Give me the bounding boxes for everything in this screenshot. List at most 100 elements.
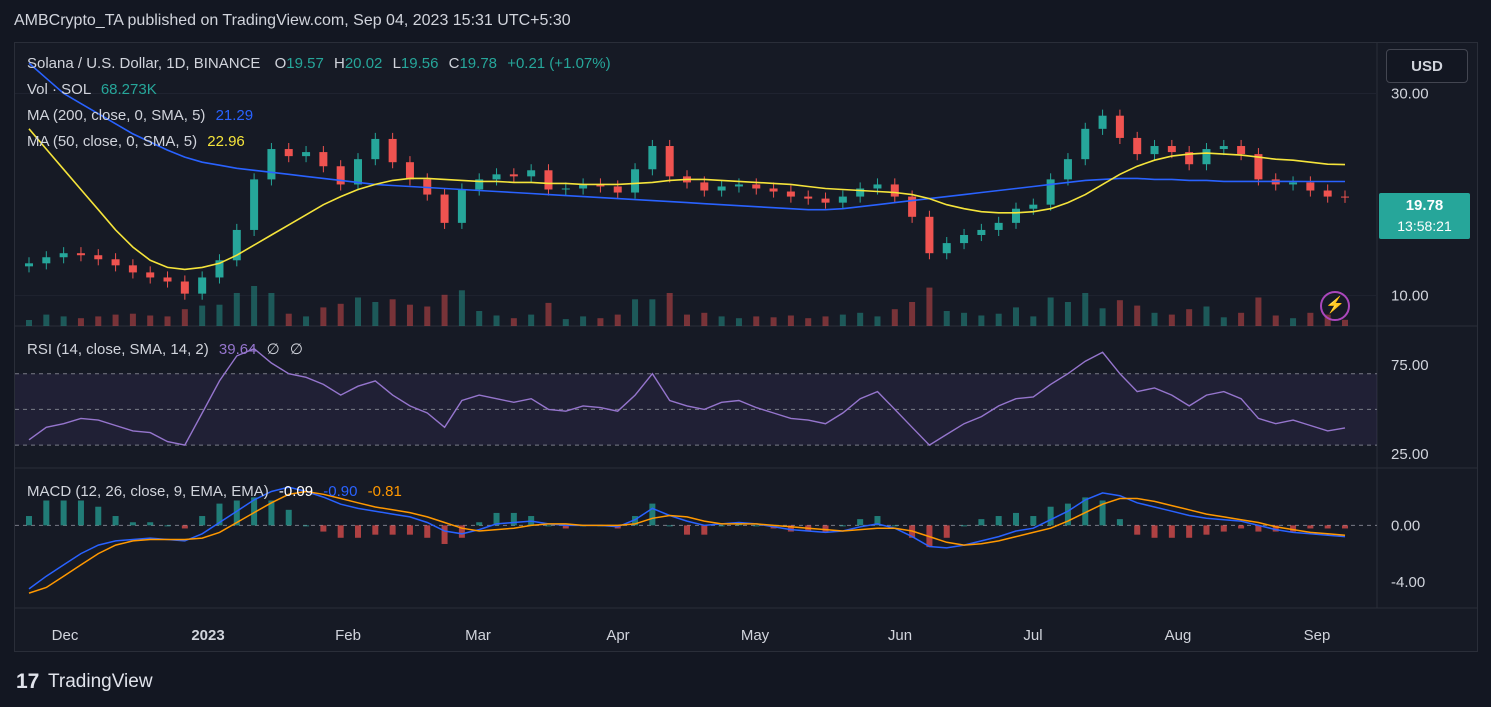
volume-bar bbox=[510, 318, 517, 326]
volume-bar bbox=[181, 309, 188, 326]
volume-bar bbox=[1047, 297, 1054, 326]
macd-histogram-bar bbox=[251, 497, 258, 526]
candle-body bbox=[509, 174, 518, 177]
rsi-extra-1: ∅ bbox=[266, 341, 280, 358]
volume-bar bbox=[701, 312, 708, 326]
candle-body bbox=[492, 174, 501, 180]
volume-bar bbox=[43, 314, 50, 326]
candle-body bbox=[198, 277, 207, 294]
volume-bar bbox=[1220, 317, 1227, 326]
rsi-axis-label: 75.00 bbox=[1391, 357, 1429, 374]
candle-body bbox=[1167, 146, 1176, 153]
chart-frame[interactable]: 30.00 10.00 75.00 25.00 0.00 -4.00 Dec 2023 Feb M… bbox=[14, 42, 1478, 652]
macd-label: MACD (12, 26, close, 9, EMA, EMA) bbox=[27, 483, 269, 500]
candle-body bbox=[1323, 190, 1332, 197]
time-axis-label: Mar bbox=[465, 627, 491, 644]
macd-histogram-bar bbox=[303, 525, 310, 527]
volume-bar bbox=[805, 318, 812, 326]
candle-body bbox=[717, 186, 726, 191]
volume-bar bbox=[1290, 318, 1297, 326]
macd-line bbox=[28, 486, 1346, 590]
candle-body bbox=[94, 255, 103, 260]
symbol-legend: Solana / U.S. Dollar, 1D, BINANCE O19.57… bbox=[27, 55, 611, 72]
macd-histogram-bar bbox=[406, 525, 413, 535]
candle-body bbox=[804, 196, 813, 199]
candle-body bbox=[960, 235, 969, 244]
chart-canvas[interactable]: 30.00 10.00 75.00 25.00 0.00 -4.00 Dec 2023 Feb M… bbox=[15, 43, 1477, 651]
macd-histogram-bar bbox=[129, 522, 136, 526]
volume-bar bbox=[268, 293, 275, 326]
macd-histogram-bar bbox=[1255, 525, 1262, 532]
candle-body bbox=[1219, 146, 1228, 150]
low-value: 19.56 bbox=[400, 55, 439, 72]
volume-bar bbox=[1013, 307, 1019, 326]
candle-body bbox=[475, 179, 484, 190]
candle-body bbox=[994, 222, 1003, 230]
volume-bar bbox=[1186, 309, 1193, 326]
macd-histogram-bar bbox=[216, 503, 223, 526]
macd-signal-line bbox=[28, 490, 1346, 594]
volume-bar bbox=[718, 316, 725, 326]
time-axis-label: Sep bbox=[1304, 627, 1331, 644]
lightning-icon[interactable]: ⚡ bbox=[1320, 291, 1350, 321]
time-axis-label: Jun bbox=[888, 627, 912, 644]
macd-histogram-bar bbox=[839, 525, 846, 527]
candle-body bbox=[942, 243, 951, 254]
macd-histogram-bar bbox=[112, 516, 119, 526]
volume-bar bbox=[337, 303, 344, 326]
volume-bar bbox=[995, 313, 1002, 326]
volume-bar bbox=[961, 312, 968, 326]
macd-histogram-bar bbox=[684, 525, 690, 535]
macd-histogram-bar bbox=[476, 522, 483, 526]
macd-histogram-bar bbox=[320, 525, 327, 532]
volume-bar bbox=[580, 316, 587, 326]
volume-bar bbox=[770, 317, 777, 326]
volume-bar bbox=[614, 314, 621, 326]
candle-body bbox=[1063, 159, 1072, 180]
open-label: O bbox=[274, 55, 287, 72]
close-value: 19.78 bbox=[459, 55, 498, 72]
candle-body bbox=[769, 188, 778, 192]
rsi-extra-2: ∅ bbox=[289, 341, 303, 358]
macd-histogram-bar bbox=[1116, 519, 1123, 526]
volume-label: Vol · SOL bbox=[27, 81, 91, 98]
candle-body bbox=[752, 184, 761, 189]
candle-body bbox=[302, 152, 311, 157]
volume-bar bbox=[649, 299, 656, 326]
time-axis-label: May bbox=[741, 627, 770, 644]
macd-histogram-bar bbox=[510, 512, 517, 526]
low-label: L bbox=[392, 55, 401, 72]
currency-button[interactable]: USD bbox=[1386, 49, 1468, 83]
macd-histogram-bar bbox=[701, 525, 708, 535]
candle-body bbox=[544, 170, 553, 190]
price-axis-label: 30.00 bbox=[1391, 85, 1429, 102]
macd-histogram-bar bbox=[43, 500, 50, 526]
rsi-legend: RSI (14, close, SMA, 14, 2) 39.64 ∅ ∅ bbox=[27, 340, 303, 358]
macd-histogram-bar bbox=[874, 516, 881, 526]
candle-body bbox=[873, 184, 882, 189]
candle-body bbox=[561, 188, 570, 190]
macd-histogram-bar bbox=[337, 525, 344, 538]
candle-body bbox=[890, 184, 899, 197]
candle-body bbox=[215, 260, 224, 278]
macd-axis-label: -4.00 bbox=[1391, 574, 1425, 591]
macd-histogram-bar bbox=[1290, 525, 1297, 532]
candle-body bbox=[977, 229, 986, 235]
candle-body bbox=[734, 184, 743, 187]
ma50-line bbox=[28, 128, 1346, 271]
candle-body bbox=[596, 184, 605, 187]
time-axis-label: Dec bbox=[52, 627, 79, 644]
volume-bar bbox=[26, 320, 32, 326]
candle-body bbox=[631, 169, 640, 193]
macd-histogram-bar bbox=[1324, 525, 1331, 529]
macd-histogram-bar bbox=[441, 525, 448, 544]
candle-body bbox=[267, 149, 276, 180]
publisher-header: AMBCrypto_TA published on TradingView.co… bbox=[0, 0, 1491, 42]
macd-histogram-bar bbox=[199, 516, 206, 526]
change-value: +0.21 (+1.07%) bbox=[507, 55, 611, 72]
volume-bar bbox=[389, 299, 396, 326]
macd-histogram-bar bbox=[1134, 525, 1141, 535]
macd-histogram-bar bbox=[1342, 525, 1348, 529]
macd-histogram-bar bbox=[891, 525, 898, 527]
volume-bar bbox=[1203, 306, 1210, 326]
